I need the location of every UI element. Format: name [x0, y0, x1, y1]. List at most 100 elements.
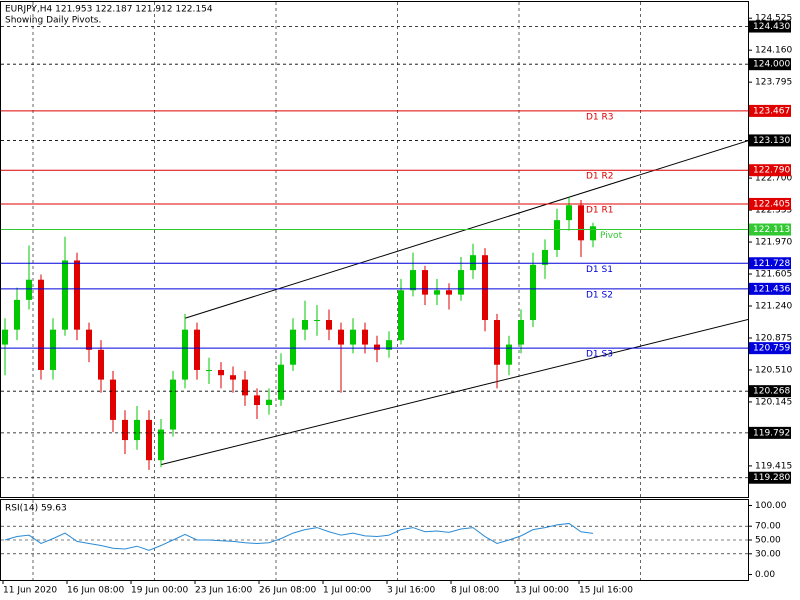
trendline [160, 319, 748, 466]
level-box [749, 134, 791, 147]
x-tick-label: 19 Jun 00:00 [131, 586, 188, 596]
x-tick-label: 1 Jul 00:00 [323, 586, 372, 596]
candle-body [182, 329, 188, 380]
rsi-tick-label: 30.00 [755, 549, 781, 559]
pivot-name: Pivot [600, 231, 623, 241]
pivot-label: 121.728 [753, 259, 790, 269]
candle-body [518, 320, 524, 345]
candle-body [14, 299, 20, 330]
pivot-name: D1 S1 [586, 265, 613, 275]
candle-body [170, 379, 176, 430]
pivot-name: D1 S2 [586, 290, 613, 300]
pivot-box [749, 197, 791, 210]
candle-body [422, 270, 428, 295]
level-label: 123.130 [753, 136, 790, 146]
pivot-name: D1 R1 [586, 205, 614, 215]
y-tick-label: 121.605 [755, 270, 792, 280]
level-label: 119.280 [753, 473, 790, 483]
level-label: 124.430 [753, 22, 790, 32]
level-box [749, 426, 791, 439]
y-tick-label: 120.145 [755, 397, 792, 407]
price-panel [0, 1, 749, 498]
level-box [749, 58, 791, 71]
level-box [749, 385, 791, 398]
candle-body [482, 255, 488, 321]
rsi-tick-label: 50.00 [755, 536, 781, 546]
x-tick-label: 26 Jun 08:00 [259, 586, 316, 596]
pivot-box [749, 104, 791, 117]
candle-body [470, 255, 476, 271]
candle-body [290, 329, 296, 365]
pivot-label: 122.113 [753, 225, 790, 235]
candle-body [302, 320, 308, 330]
x-tick-label: 16 Jun 08:00 [67, 586, 124, 596]
pivot-name: D1 R3 [586, 112, 614, 122]
candle-body [2, 329, 8, 345]
pivot-box [749, 342, 791, 355]
x-tick-label: 8 Jul 08:00 [451, 586, 500, 596]
candle-body [590, 226, 596, 241]
y-tick-label: 121.970 [755, 238, 792, 248]
level-label: 124.000 [753, 60, 790, 70]
x-tick-label: 15 Jul 16:00 [579, 586, 633, 596]
level-label: 119.792 [753, 428, 790, 438]
pivot-box [749, 223, 791, 236]
candle-body [398, 290, 404, 341]
candle-body [86, 329, 92, 350]
candle-body [446, 290, 452, 295]
pivot-label: 121.436 [753, 284, 790, 294]
pivot-box [749, 164, 791, 177]
candle-body [74, 260, 80, 330]
candle-body [98, 349, 104, 380]
pivot-label: 122.405 [753, 199, 790, 209]
y-tick-label: 124.525 [755, 14, 792, 24]
level-label: 120.268 [753, 387, 790, 397]
x-tick-label: 11 Jun 2020 [3, 586, 57, 596]
candle-body [134, 419, 140, 441]
candle-body [314, 320, 320, 322]
candle-body [218, 369, 224, 376]
rsi-line [4, 522, 594, 551]
symbol-line: EURJPY,H4 121.953 122.187 121.912 122.15… [5, 5, 213, 15]
pivot-label: 122.790 [753, 166, 790, 176]
candle-body [350, 329, 356, 345]
rsi-tick-label: 0.00 [755, 570, 775, 580]
candle-body [122, 419, 128, 441]
candle-body [374, 344, 380, 350]
candle-body [146, 419, 152, 461]
candle-body [542, 249, 548, 265]
candle-body [254, 395, 260, 406]
pivot-label: 123.467 [753, 106, 790, 116]
candle-body [158, 429, 164, 461]
y-tick-label: 124.160 [755, 46, 792, 56]
candle-body [230, 375, 236, 380]
pivot-name: D1 R2 [586, 172, 614, 182]
rsi-tick-label: 70.00 [755, 522, 781, 532]
rsi-title: RSI(14) 59.63 [5, 504, 67, 514]
y-tick-label: 121.240 [755, 302, 792, 312]
candle-body [566, 205, 572, 221]
candle-body [554, 220, 560, 250]
level-box [749, 20, 791, 33]
candle-body [50, 329, 56, 370]
candle-body [62, 260, 68, 330]
candle-body [530, 264, 536, 321]
candle-body [434, 290, 440, 295]
plot [2, 140, 748, 470]
candle-body [110, 379, 116, 420]
subtitle: Showing Daily Pivots. [5, 16, 101, 26]
candle-body [578, 205, 584, 241]
candle-body [410, 270, 416, 291]
candle-body [458, 270, 464, 295]
pivot-label: 120.759 [753, 344, 790, 354]
y-tick-label: 122.335 [755, 206, 792, 216]
candle-body [494, 320, 500, 365]
candle-body [206, 369, 212, 371]
pivot-name: D1 S3 [586, 350, 613, 360]
candle-body [26, 279, 32, 300]
x-tick-label: 23 Jun 16:00 [195, 586, 252, 596]
x-tick-label: 13 Jul 00:00 [515, 586, 569, 596]
vertical-grid [32, 2, 641, 580]
candle-body [386, 340, 392, 350]
candle-body [362, 329, 368, 345]
